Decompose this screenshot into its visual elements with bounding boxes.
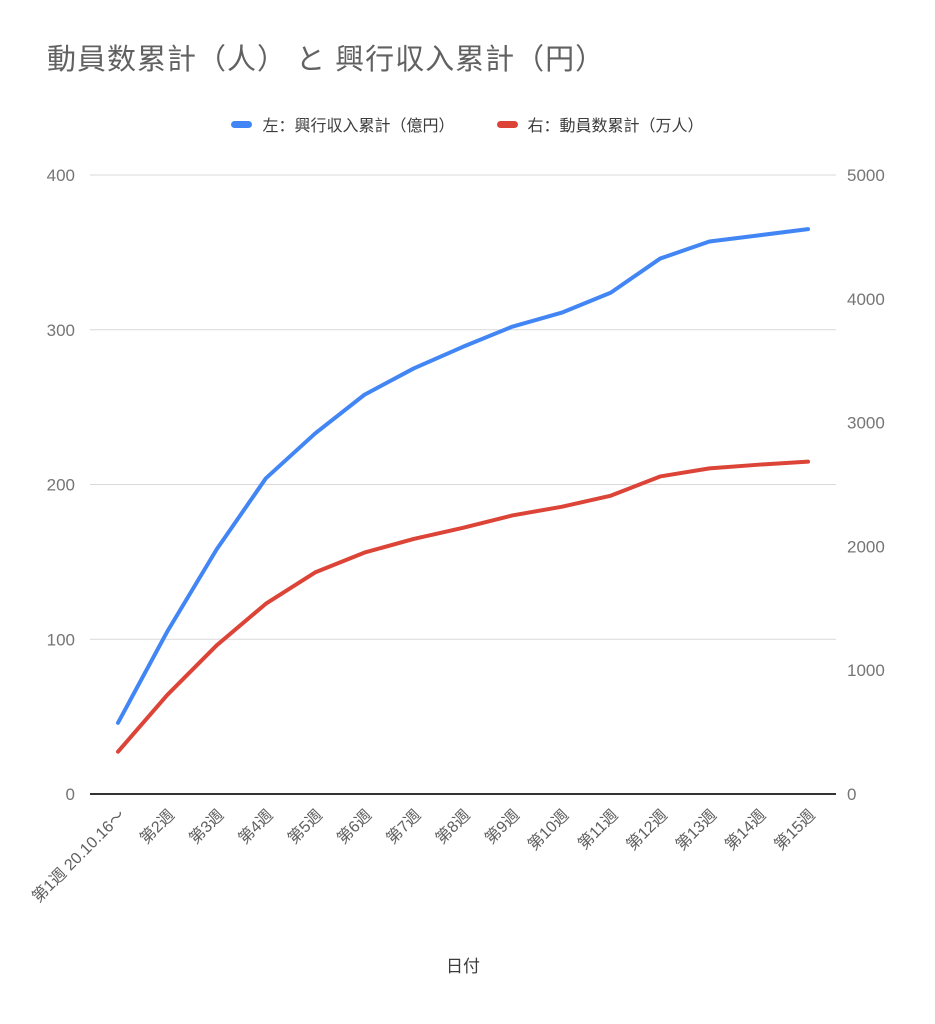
right-axis-tick-label: 4000 bbox=[847, 290, 885, 309]
right-axis-tick-label: 2000 bbox=[847, 537, 885, 556]
legend-label-attendance: 右：動員数累計（万人） bbox=[527, 118, 704, 135]
x-axis-tick-label: 第8週 bbox=[432, 806, 474, 848]
legend-label-revenue: 左：興行収入累計（億円） bbox=[262, 118, 455, 135]
x-axis-tick-label: 第14週 bbox=[722, 806, 770, 854]
x-axis-tick-label: 第7週 bbox=[383, 806, 425, 848]
x-axis-tick-label: 第4週 bbox=[235, 806, 277, 848]
chart-title: 動員数累計（人） と 興行収入累計（円） bbox=[47, 44, 606, 76]
series-line-attendance[interactable] bbox=[116, 459, 810, 754]
legend-item-attendance[interactable]: 右：動員数累計（万人） bbox=[496, 112, 704, 136]
x-axis-tick-label: 第15週 bbox=[771, 806, 819, 854]
x-axis-title: 日付 bbox=[446, 957, 480, 976]
right-axis-tick-label: 3000 bbox=[847, 414, 885, 433]
legend-swatch-blue bbox=[231, 120, 253, 128]
right-axis-tick-label: 5000 bbox=[847, 166, 885, 185]
x-axis-tick-label: 第1週 20.10.16〜 bbox=[29, 806, 129, 906]
left-axis-tick-label: 0 bbox=[66, 785, 75, 804]
right-axis-tick-label: 1000 bbox=[847, 661, 885, 680]
x-axis-tick-label: 第5週 bbox=[284, 806, 326, 848]
x-axis-tick-label: 第10週 bbox=[524, 806, 572, 854]
x-axis-tick-label: 第9週 bbox=[481, 806, 523, 848]
series-line-revenue[interactable] bbox=[116, 227, 810, 725]
left-axis-tick-label: 100 bbox=[47, 630, 75, 649]
left-axis-tick-label: 400 bbox=[47, 166, 75, 185]
legend-item-revenue[interactable]: 左：興行収入累計（億円） bbox=[231, 112, 455, 136]
x-axis-tick-label: 第11週 bbox=[575, 806, 622, 853]
x-axis-tick-label: 第12週 bbox=[623, 806, 671, 854]
x-axis-tick-label: 第13週 bbox=[672, 806, 720, 854]
x-axis-tick-label: 第6週 bbox=[334, 806, 376, 848]
legend-swatch-red bbox=[496, 120, 518, 128]
x-axis-tick-label: 第2週 bbox=[136, 806, 178, 848]
x-axis-tick-label: 第3週 bbox=[186, 806, 228, 848]
right-axis-tick-label: 0 bbox=[847, 785, 856, 804]
left-axis-tick-label: 300 bbox=[47, 321, 75, 340]
left-axis-tick-label: 200 bbox=[47, 476, 75, 495]
legend: 左：興行収入累計（億円） 右：動員数累計（万人） bbox=[0, 112, 935, 136]
